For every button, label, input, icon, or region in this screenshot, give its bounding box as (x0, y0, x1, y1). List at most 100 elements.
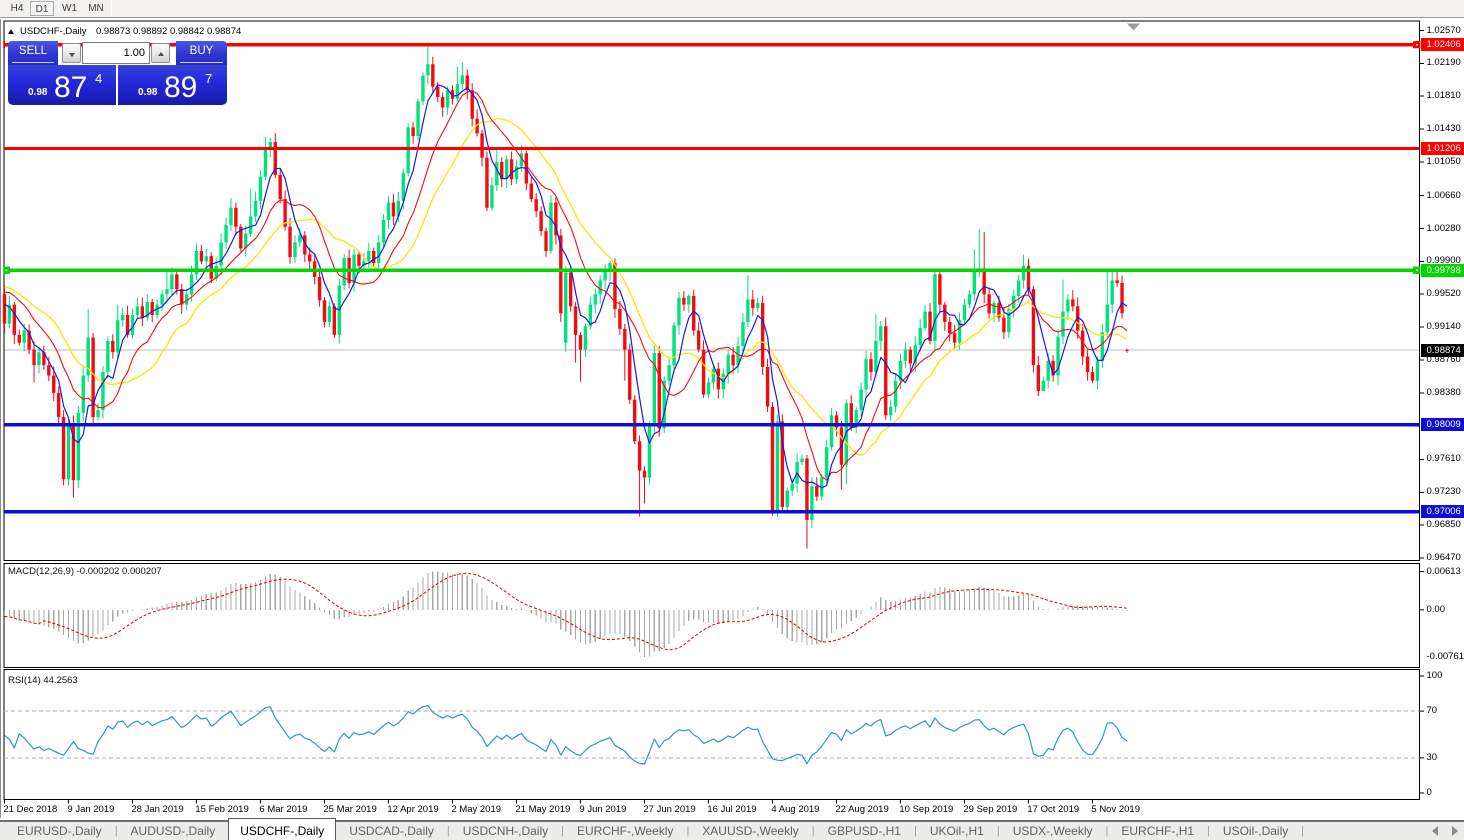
sell-price-display[interactable]: 0.98 87 4 (8, 65, 116, 105)
candle-body (416, 101, 420, 136)
candle-body (376, 242, 381, 264)
candle-body (485, 157, 489, 208)
chart-tab-usdcad[interactable]: USDCAD-,Daily (349, 824, 434, 838)
collapse-arrow-icon[interactable] (8, 28, 14, 34)
chart-tab-eurchf[interactable]: EURCHF-,H1 (1121, 824, 1195, 838)
candle-body (101, 372, 105, 411)
chart-tab-eurchf[interactable]: EURCHF-,Weekly (576, 824, 674, 838)
buy-price-prefix: 0.98 (138, 87, 158, 98)
candle-body (1095, 360, 1100, 381)
chart-tab-usoil[interactable]: USOil-,Daily (1222, 824, 1289, 838)
current-price-badge: 0.98874 (1421, 343, 1464, 357)
candle-body (864, 359, 868, 390)
date-axis-label: 9 Jan 2019 (67, 803, 115, 815)
candle-body (731, 354, 735, 366)
sell-button-label: SELL (18, 45, 48, 57)
candle-body (810, 486, 814, 520)
timeframe-button-h4[interactable]: H4 (10, 3, 24, 14)
timeframe-button-d1[interactable]: D1 (30, 1, 54, 16)
candle-body (204, 256, 209, 262)
price-axis-label: 0.99140 (1426, 321, 1461, 333)
level-handle-dot (1416, 43, 1418, 46)
sell-price-pip: 4 (95, 71, 103, 86)
candle-body (500, 161, 504, 180)
candle-body (52, 375, 56, 393)
price-level-badge: 0.99798 (1421, 263, 1464, 277)
timeframe-button-w1[interactable]: W1 (62, 3, 77, 14)
chart-window: USDCHF-,Daily 0.98873 0.98892 0.98842 0.… (0, 19, 1464, 818)
date-axis-label: 28 Jan 2019 (131, 803, 184, 815)
candle-body (2, 294, 7, 324)
candle-body (884, 326, 888, 416)
chart-tab-ukoil[interactable]: UKOil-,H1 (929, 824, 984, 838)
level-handle-left[interactable] (3, 41, 5, 49)
candle-body (367, 251, 371, 262)
candle-body (1125, 349, 1129, 351)
candle-body (632, 399, 637, 442)
candle-body (86, 337, 90, 376)
candle-body (534, 199, 538, 212)
candle-body (519, 153, 524, 167)
candle-body (692, 295, 696, 331)
candle-body (741, 321, 745, 347)
volume-decrease-button[interactable] (62, 43, 81, 63)
candle-body (928, 311, 932, 341)
sell-button[interactable]: SELL (8, 41, 58, 65)
timeframe-button-mn[interactable]: MN (88, 3, 104, 14)
chart-tab-bar: EURUSD-,Daily | AUDUSD-,Daily USDCHF-,Daily… (0, 818, 1464, 840)
candle-body (637, 441, 642, 471)
candle-body (696, 330, 701, 350)
tab-separator: | (686, 825, 690, 837)
price-axis-label: 0.96470 (1426, 551, 1461, 563)
candle-body (1016, 280, 1021, 296)
buy-price-display[interactable]: 0.98 89 7 (118, 65, 227, 105)
candle-body (229, 207, 233, 226)
candle-body (642, 470, 647, 478)
tab-scroll-right-button[interactable] (1450, 826, 1459, 837)
candle-body (893, 380, 898, 407)
chart-tab-usdcnh[interactable]: USDCNH-,Daily (462, 824, 549, 838)
chart-tab-xauusd[interactable]: XAUUSD-,Weekly (702, 824, 799, 838)
chart-tab-usdchf[interactable]: USDCHF-,Daily (228, 818, 337, 840)
candle-body (509, 159, 514, 180)
candle-body (992, 302, 996, 314)
candle-body (1056, 336, 1060, 376)
candle-body (12, 304, 17, 335)
volume-increase-button[interactable] (151, 43, 170, 63)
candle-body (568, 272, 573, 307)
tab-separator: | (114, 825, 118, 837)
chart-tab-usdx[interactable]: USDX-,Weekly (1012, 824, 1093, 838)
candle-body (1041, 380, 1045, 392)
buy-price-main: 89 (164, 71, 198, 104)
candle-body (1007, 308, 1011, 333)
rsi-panel-border (3, 668, 1420, 800)
candle-body (672, 325, 676, 366)
tab-separator: | (811, 825, 815, 837)
candle-body (239, 226, 243, 249)
arrow-left-icon (1432, 826, 1438, 836)
buy-button[interactable]: BUY (176, 41, 227, 65)
chart-tab-gbpusd[interactable]: GBPUSD-,H1 (827, 824, 901, 838)
tab-scroll-left-button[interactable] (1431, 826, 1440, 837)
date-axis-label: 25 Mar 2019 (323, 803, 377, 815)
tab-separator: | (913, 825, 917, 837)
candle-body (1115, 280, 1119, 284)
chart-tab-eurusd[interactable]: EURUSD-,Daily (17, 824, 102, 838)
date-axis[interactable]: 21 Dec 2018 9 Jan 2019 28 Jan 2019 15 Feb 2… (0, 804, 1464, 818)
chart-canvas[interactable] (0, 19, 1464, 818)
buy-button-underline (180, 62, 223, 63)
candle-body (209, 256, 213, 279)
sell-price-main: 87 (54, 71, 88, 104)
candle-body (445, 90, 450, 108)
candle-body (317, 276, 322, 301)
candle-body (455, 84, 460, 99)
chart-shift-marker-icon[interactable] (1127, 23, 1140, 31)
level-handle-dot (5, 269, 8, 272)
chart-tab-audusd[interactable]: AUDUSD-,Daily (130, 824, 216, 838)
date-axis-label: 22 Aug 2019 (835, 803, 889, 815)
volume-input[interactable] (82, 42, 150, 64)
candle-body (76, 412, 81, 481)
candle-body (386, 202, 391, 220)
candle-body (170, 274, 174, 290)
